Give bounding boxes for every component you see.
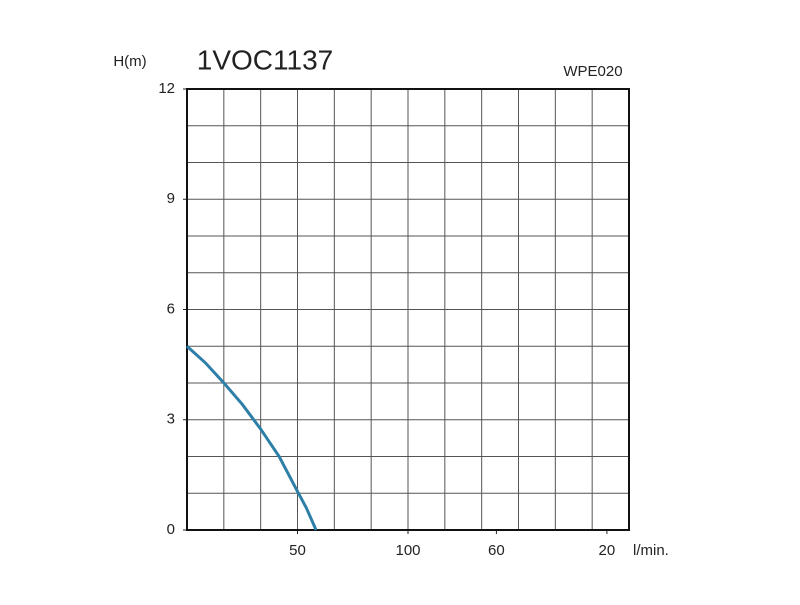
x-tick-label: 50 xyxy=(289,542,306,559)
x-tick-label: 100 xyxy=(395,542,420,559)
x-axis-label: l/min. xyxy=(633,542,669,559)
y-tick-label: 3 xyxy=(167,411,175,428)
x-tick-label: 20 xyxy=(599,542,616,559)
y-tick-label: 12 xyxy=(158,80,175,97)
line-series xyxy=(185,345,318,531)
plot-frame xyxy=(186,88,630,531)
chart-title: 1VOC1137 xyxy=(197,44,333,75)
y-tick-label: 6 xyxy=(167,300,175,317)
y-axis-label: H(m) xyxy=(113,53,146,70)
chart-subtitle: WPE020 xyxy=(563,63,622,80)
y-tick-label: 9 xyxy=(167,190,175,207)
x-tick-label: 60 xyxy=(488,542,505,559)
y-tick-label: 0 xyxy=(167,521,175,538)
